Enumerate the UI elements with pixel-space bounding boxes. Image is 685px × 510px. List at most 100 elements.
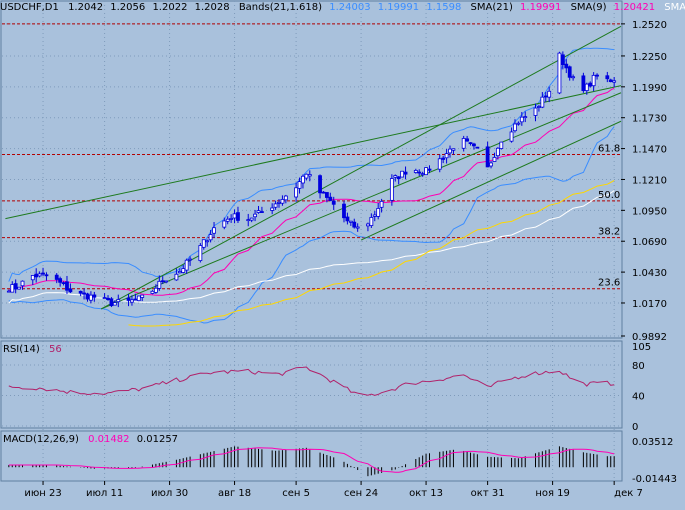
candle-body (102, 297, 107, 299)
candle-body (277, 201, 281, 204)
rsi-pane[interactable]: 105 80 40 0 RSI(14) 56 (0, 340, 651, 433)
candle-body (342, 203, 346, 219)
candle-body (37, 273, 42, 277)
macd-value: 0.01482 (88, 434, 129, 445)
candle-body (451, 148, 456, 151)
candle-body (348, 220, 353, 223)
candle-body (253, 213, 257, 218)
candle-body (89, 294, 93, 301)
candle-body (150, 290, 155, 294)
candle-body (420, 173, 425, 176)
candle-body (413, 169, 418, 173)
trendline (360, 120, 622, 241)
candle-body (533, 107, 538, 116)
rsi-tick-label: 0 (632, 422, 638, 433)
candle-body (270, 207, 275, 211)
candle-body (321, 191, 326, 194)
rsi-tick-label: 105 (632, 342, 651, 353)
candle-body (324, 192, 329, 198)
candle-body (372, 214, 377, 217)
sma21-label: SMA(21) (471, 2, 513, 13)
candlesticks (6, 51, 617, 308)
fib-level-label: 38.2 (598, 227, 620, 238)
candle-body (366, 223, 370, 227)
candle-body (540, 96, 545, 108)
candle-body (492, 157, 497, 162)
candle-body (564, 63, 569, 69)
candle-body (208, 234, 213, 241)
candle-body (543, 95, 548, 98)
candle-body (20, 280, 25, 287)
fib-level-label: 23.6 (598, 278, 620, 289)
sma21-value: 1.19991 (520, 2, 561, 13)
time-tick-label: окт 31 (471, 488, 505, 499)
candle-body (537, 106, 541, 108)
macd-axis: 0.03512 -0.01443 (632, 437, 677, 485)
candle-body (379, 200, 384, 208)
candle-body (109, 298, 114, 307)
macd-signal-line (8, 447, 615, 473)
macd-title: MACD(12,26,9) (3, 434, 79, 445)
candle-body (130, 299, 134, 303)
candle-body (376, 208, 381, 217)
candle-body (519, 116, 524, 123)
candle-body (13, 283, 18, 290)
price-tick-label: 1.2250 (632, 52, 667, 63)
candle-body (448, 148, 452, 154)
candle-body (82, 292, 86, 295)
bands-lower-value: 1.1598 (426, 2, 461, 13)
candle-body (78, 290, 83, 294)
rsi-line (8, 366, 615, 396)
fibonacci-labels: 61.8 50.0 38.2 23.6 (598, 144, 620, 289)
candle-body (153, 287, 158, 293)
trendline (100, 92, 622, 310)
price-tick-label: 1.0950 (632, 206, 667, 217)
candle-body (17, 286, 21, 290)
rsi-header: RSI(14) 56 (3, 344, 62, 355)
candle-body (591, 74, 596, 87)
candle-body (85, 293, 90, 300)
price-tick-label: 1.0690 (632, 237, 667, 248)
bollinger-bands (8, 47, 615, 324)
fib-level-label: 61.8 (598, 144, 620, 155)
candle-body (157, 280, 162, 289)
candle-body (369, 217, 374, 226)
candle-body (441, 157, 446, 160)
candle-body (232, 213, 237, 219)
candle-body (294, 187, 299, 198)
rsi-pane-frame (0, 340, 623, 429)
candle-body (136, 295, 141, 302)
time-tick-label: сен 5 (282, 488, 310, 499)
candle-body (54, 274, 59, 280)
candle-body (256, 210, 261, 213)
candle-body (68, 288, 73, 293)
candle-body (164, 280, 169, 283)
candle-body (352, 221, 357, 228)
candle-body (65, 281, 69, 291)
candle-body (34, 273, 39, 278)
candle-body (595, 74, 599, 77)
candle-body (116, 299, 121, 303)
candle-body (58, 278, 63, 283)
candle-body (557, 52, 562, 94)
time-tick-label: июл 11 (86, 488, 123, 499)
macd-pane[interactable]: 0.03512 -0.01443 MACD(12,26,9) 0.01482 0.… (0, 430, 677, 485)
candle-body (393, 175, 398, 178)
price-pane[interactable]: 1.2520 1.2250 1.1990 1.1730 1.1470 1.1210 1.09… (0, 0, 685, 481)
candle-body (475, 146, 480, 149)
symbol-label: USDCHF,D1 (0, 2, 59, 13)
candle-body (229, 218, 234, 220)
candle-body (571, 76, 576, 79)
ohlc-open: 1.2042 (68, 2, 103, 13)
trendlines (5, 25, 622, 310)
candle-body (516, 122, 521, 125)
time-tick-label: июл 30 (151, 488, 188, 499)
candle-body (212, 227, 216, 234)
candle-body (328, 196, 333, 201)
price-tick-label: 1.1210 (632, 175, 667, 186)
candle-body (236, 212, 240, 221)
time-axis: июн 23 июл 11 июл 30 авг 18 сен 5 сен 24 окт 1… (24, 481, 643, 499)
candle-body (547, 90, 552, 98)
rsi-tick-label: 80 (632, 361, 645, 372)
